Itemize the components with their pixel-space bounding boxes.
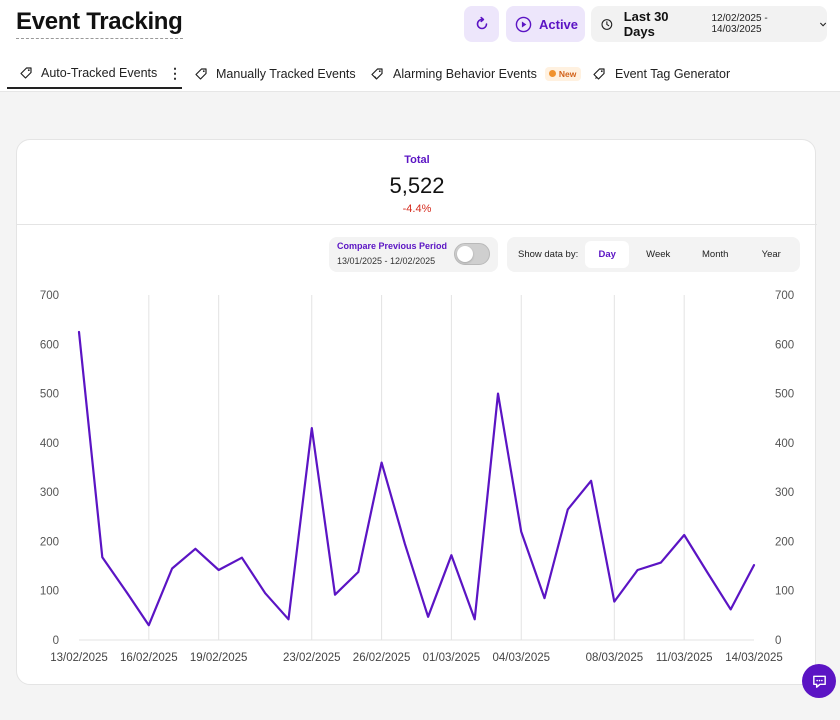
- x-tick-label: 11/03/2025: [656, 652, 713, 664]
- y-tick-label-right: 100: [775, 586, 794, 598]
- compare-toggle[interactable]: [454, 243, 490, 265]
- tag-icon: [20, 66, 32, 79]
- y-tick-label-left: 700: [40, 290, 59, 302]
- granularity-label: Show data by:: [518, 249, 579, 260]
- y-tick-label-left: 600: [40, 339, 59, 351]
- tab-label: Auto-Tracked Events: [41, 65, 158, 80]
- chat-icon: [812, 675, 826, 688]
- new-badge-label: New: [558, 68, 577, 79]
- tab-alarming-behavior-events[interactable]: Alarming Behavior Events New: [370, 58, 582, 89]
- y-tick-label-left: 100: [40, 586, 59, 598]
- refresh-button[interactable]: [464, 6, 499, 42]
- active-status-label: Active: [539, 16, 579, 32]
- y-tick-label-right: 600: [775, 339, 794, 351]
- tab-event-tag-generator[interactable]: Event Tag Generator: [592, 58, 730, 89]
- alarm-tag-icon: [371, 67, 383, 80]
- tab-label: Alarming Behavior Events: [393, 66, 537, 81]
- tag-icon: [195, 67, 207, 80]
- chat-support-button[interactable]: [802, 664, 836, 698]
- tab-auto-tracked-events[interactable]: Auto-Tracked Events: [7, 58, 182, 89]
- events-chart-card: Total 5,522 -4.4% Compare Previous Perio…: [16, 139, 817, 685]
- x-tick-label: 16/02/2025: [120, 652, 178, 664]
- chevron-down-icon: [819, 22, 826, 26]
- y-tick-label-right: 300: [775, 487, 794, 499]
- y-tick-label-right: 700: [775, 290, 794, 302]
- total-change: -4.4%: [402, 203, 432, 215]
- x-tick-label: 14/03/2025: [725, 652, 783, 664]
- date-range-label: Last 30 Days: [623, 9, 669, 39]
- compare-previous-period: Compare Previous Period 13/01/2025 - 12/…: [329, 237, 498, 272]
- x-tick-label: 13/02/2025: [50, 652, 108, 664]
- granularity-month-button[interactable]: Month: [702, 249, 729, 260]
- tab-manually-tracked-events[interactable]: Manually Tracked Events: [194, 58, 356, 89]
- y-tick-label-left: 200: [40, 536, 59, 548]
- play-icon: [515, 16, 532, 32]
- x-tick-label: 08/03/2025: [586, 652, 644, 664]
- granularity-week-button[interactable]: Week: [646, 249, 671, 260]
- y-tick-label-left: 400: [40, 438, 59, 450]
- tab-options-kebab-icon[interactable]: ⋮: [168, 65, 182, 81]
- y-tick-label-right: 200: [775, 536, 794, 548]
- events-line-chart: 13/02/2025 16/02/2025 19/02/2025 23/02/2025…: [40, 290, 794, 664]
- toggle-knob: [457, 246, 473, 262]
- compare-label: Compare Previous Period: [337, 241, 448, 251]
- date-range-dates: 12/02/2025 - 14/03/2025: [711, 13, 768, 35]
- card-divider: [17, 224, 817, 225]
- x-tick-label: 04/03/2025: [492, 652, 550, 664]
- y-tick-label-right: 400: [775, 438, 794, 450]
- y-tick-label-left: 0: [53, 635, 59, 647]
- granularity-selector: Show data by: Day Week Month Year: [507, 237, 800, 272]
- total-value: 5,522: [389, 173, 445, 198]
- x-tick-label: 23/02/2025: [283, 652, 341, 664]
- x-tick-label: 26/02/2025: [353, 652, 411, 664]
- new-badge-dot: [548, 70, 556, 77]
- tag-generator-icon: [593, 67, 605, 80]
- clock-icon: [601, 18, 613, 30]
- total-label: Total: [404, 154, 430, 166]
- tab-label: Manually Tracked Events: [216, 66, 356, 81]
- granularity-day-button[interactable]: Day: [585, 241, 630, 268]
- top-bar: Event Tracking Active Last 30 Days 12/02…: [0, 0, 840, 92]
- page-title: Event Tracking: [16, 8, 183, 39]
- refresh-icon: [476, 16, 487, 30]
- granularity-year-button[interactable]: Year: [761, 249, 781, 260]
- y-tick-label-left: 300: [40, 487, 59, 499]
- y-tick-label-left: 500: [40, 389, 59, 401]
- new-badge: New: [544, 66, 582, 81]
- y-tick-label-right: 0: [775, 635, 781, 647]
- y-tick-label-right: 500: [775, 389, 794, 401]
- date-range-picker[interactable]: Last 30 Days 12/02/2025 - 14/03/2025: [591, 6, 827, 42]
- compare-dates: 13/01/2025 - 12/02/2025: [337, 256, 436, 266]
- x-tick-label: 01/03/2025: [423, 652, 481, 664]
- x-tick-label: 19/02/2025: [190, 652, 248, 664]
- tab-label: Event Tag Generator: [615, 66, 731, 81]
- series-line: [77, 330, 756, 627]
- active-status-button[interactable]: Active: [506, 6, 585, 42]
